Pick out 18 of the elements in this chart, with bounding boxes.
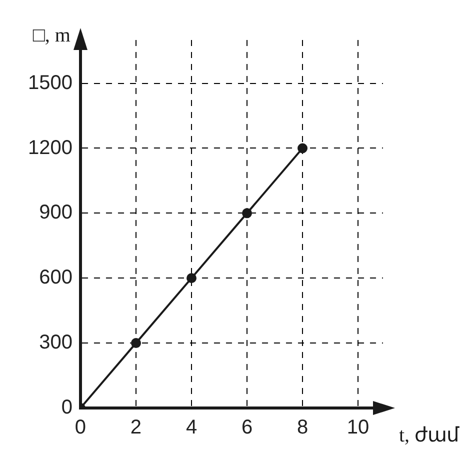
point (186, 273, 197, 284)
x-tick-label: 0 (74, 416, 86, 439)
x-axis-title: t, ժամ (399, 424, 460, 446)
point (131, 338, 141, 348)
x-tick-label: 8 (296, 416, 308, 439)
y-tick-label: 900 (39, 202, 72, 224)
y-tick-label: 600 (39, 266, 72, 289)
x-tick-label: 10 (346, 416, 370, 439)
x-tick-label: 2 (130, 416, 142, 439)
x-tick-label: 4 (186, 416, 198, 439)
y-tick-label: 0 (61, 396, 72, 419)
y-tick-label: 300 (39, 332, 72, 354)
y-tick-label: 1200 (28, 136, 72, 159)
point (298, 143, 308, 154)
x-tick-label: 6 (241, 416, 253, 439)
y-tick-label: 1500 (28, 72, 72, 94)
point (242, 208, 252, 218)
y-axis-title: □, m (32, 24, 71, 46)
